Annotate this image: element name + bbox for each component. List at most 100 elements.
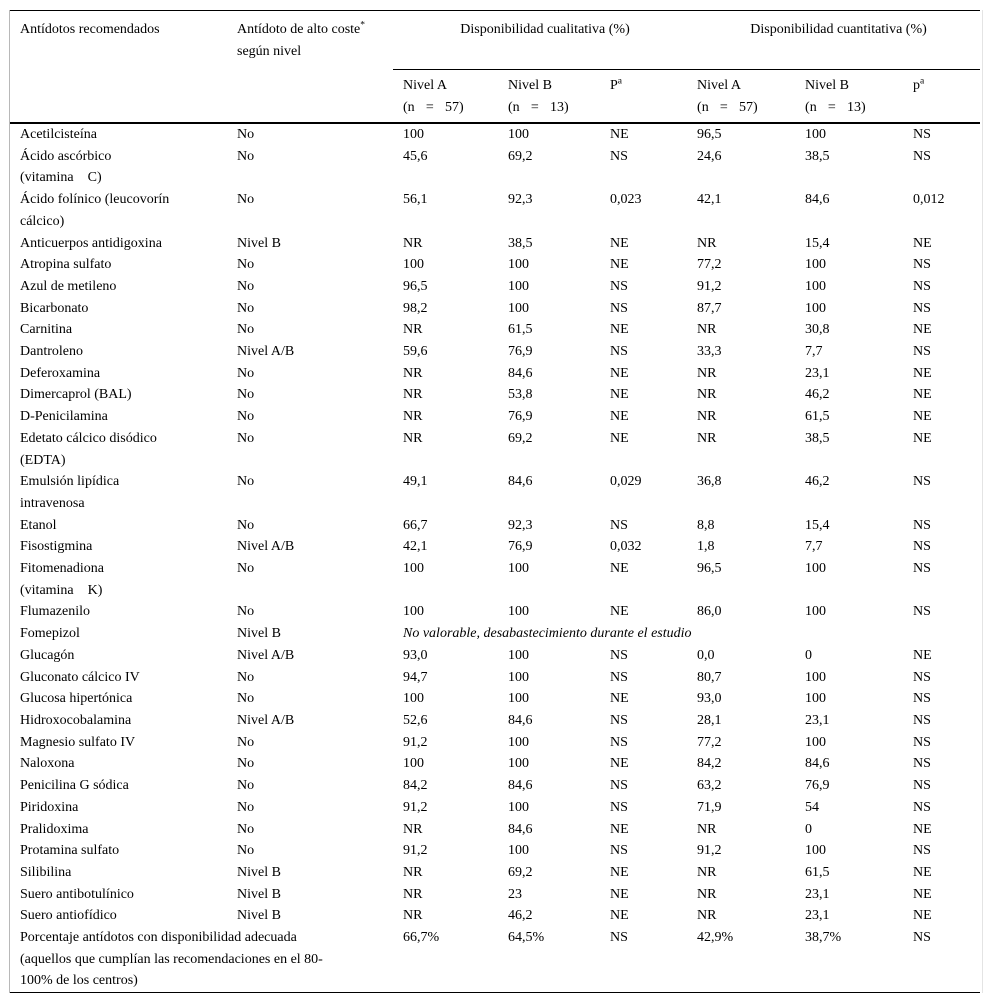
nivel-a-n: (n = 57) bbox=[697, 99, 758, 115]
high-cost-level-cell: No bbox=[237, 734, 255, 750]
value-cell: 93,0 bbox=[403, 647, 428, 663]
table-row: Carnitina No NR 61,5 NE NR 30,8 NE bbox=[10, 319, 980, 341]
value-cell: 56,1 bbox=[403, 192, 428, 208]
antidote-name: Porcentaje antídotos con disponibilidad … bbox=[20, 930, 323, 989]
value-cell: NR bbox=[403, 886, 423, 902]
value-cell: 53,8 bbox=[508, 387, 533, 403]
antidote-name-cell: Dimercaprol (BAL) bbox=[10, 384, 227, 406]
table-row: Anticuerpos antidigoxina Nivel B NR 38,5 NE N… bbox=[10, 233, 980, 255]
antidote-name: Fomepizol bbox=[20, 626, 80, 642]
antidote-name-cell: Naloxona bbox=[10, 753, 227, 775]
table-row: Piridoxina No 91,2 100 NS 71,9 54 NS bbox=[10, 797, 980, 819]
high-cost-level-cell: Nivel B bbox=[237, 626, 281, 642]
value-cell: NE bbox=[610, 430, 629, 446]
antidote-name: Dimercaprol (BAL) bbox=[20, 387, 132, 403]
value-cell: NE bbox=[913, 864, 932, 880]
value-cell: 100 bbox=[508, 561, 529, 577]
footnote-a-marker: a bbox=[920, 76, 925, 87]
table-row: Ácido folínico (leucovorín cálcico) No 56,… bbox=[10, 189, 980, 232]
nivel-a-label: Nivel A bbox=[403, 78, 447, 93]
antidote-name: D-Penicilamina bbox=[20, 409, 108, 425]
table-row: Hidroxocobalamina Nivel A/B 52,6 84,6 NS 28,1… bbox=[10, 710, 980, 732]
value-cell: NS bbox=[913, 539, 931, 555]
antidote-name-cell: Magnesio sulfato IV bbox=[10, 732, 227, 754]
antidote-name: Piridoxina bbox=[20, 799, 79, 815]
high-cost-level-cell: Nivel A/B bbox=[237, 539, 295, 555]
value-cell: NE bbox=[610, 691, 629, 707]
antidote-name-cell: Protamina sulfato bbox=[10, 840, 227, 862]
group-header-row: Antídotos recomendados Antídoto de alto … bbox=[10, 10, 981, 70]
value-cell: NS bbox=[913, 734, 931, 750]
value-cell: 100 bbox=[805, 278, 827, 294]
high-cost-level-cell: No bbox=[237, 387, 255, 403]
high-cost-level-cell: No bbox=[237, 474, 255, 490]
table-row: Emulsión lipídica intravenosa No 49,1 84,6 0… bbox=[10, 471, 980, 514]
antidote-name: Carnitina bbox=[20, 322, 73, 338]
value-cell: NS bbox=[913, 756, 931, 772]
value-cell: 7,7 bbox=[805, 539, 823, 555]
footnote-star-marker: * bbox=[360, 20, 366, 31]
antidote-name-cell: Hidroxocobalamina bbox=[10, 710, 227, 732]
table-row: Azul de metileno No 96,5 100 NS 91,2 100 NS bbox=[10, 276, 980, 298]
header-qualitative-group: Disponibilidad cualitativa (%) bbox=[393, 10, 688, 70]
value-cell: 100 bbox=[805, 127, 827, 142]
antidote-name: Edetato cálcico disódico (EDTA) bbox=[20, 430, 157, 468]
antidote-name-cell: Etanol bbox=[10, 515, 227, 537]
value-cell: 23 bbox=[508, 886, 522, 902]
antidote-name: Emulsión lipídica intravenosa bbox=[20, 474, 120, 511]
antidote-name-cell: Ácido ascórbico (vitamina C) bbox=[10, 146, 227, 189]
value-cell: NS bbox=[610, 778, 628, 794]
antidote-name: Penicilina G sódica bbox=[20, 778, 129, 794]
value-cell: 24,6 bbox=[697, 148, 722, 164]
value-cell: 96,5 bbox=[697, 127, 722, 142]
value-cell: 0,0 bbox=[697, 647, 715, 663]
high-cost-level-cell: No bbox=[237, 778, 255, 794]
high-cost-level-cell: Nivel A/B bbox=[237, 344, 295, 360]
value-cell: NS bbox=[610, 278, 628, 294]
table-row: Naloxona No 100 100 NE 84,2 84,6 NS bbox=[10, 753, 980, 775]
value-cell: 63,2 bbox=[697, 778, 722, 794]
value-cell: 38,5 bbox=[805, 148, 830, 164]
value-cell: 100 bbox=[805, 604, 827, 620]
high-cost-level-cell: No bbox=[237, 561, 255, 577]
antidote-name-cell: Glucosa hipertónica bbox=[10, 688, 227, 710]
value-cell: 69,2 bbox=[508, 864, 533, 880]
high-cost-level-cell: No bbox=[237, 148, 255, 164]
antidote-name-cell: Bicarbonato bbox=[10, 298, 227, 320]
value-cell: 42,1 bbox=[697, 192, 722, 208]
high-cost-level-cell: No bbox=[237, 691, 255, 707]
value-cell: 23,1 bbox=[805, 365, 830, 381]
value-cell: NS bbox=[913, 257, 931, 273]
value-cell: 66,7% bbox=[403, 930, 440, 946]
high-cost-level-cell: No bbox=[237, 821, 255, 837]
antidote-name-cell: Azul de metileno bbox=[10, 276, 227, 298]
value-cell: 69,2 bbox=[508, 430, 533, 446]
value-cell: 77,2 bbox=[697, 734, 722, 750]
high-cost-level-cell: Nivel B bbox=[237, 864, 281, 880]
value-cell: NR bbox=[403, 387, 423, 403]
value-cell: 100 bbox=[508, 127, 529, 142]
value-cell: NE bbox=[610, 561, 629, 577]
value-cell: 100 bbox=[508, 647, 529, 663]
antidote-name: Fisostigmina bbox=[20, 539, 93, 555]
antidote-name: Deferoxamina bbox=[20, 365, 101, 381]
note-cell: No valorable, desabastecimiento durante … bbox=[403, 626, 692, 642]
value-cell: NS bbox=[610, 930, 628, 946]
value-cell: 100 bbox=[403, 756, 424, 772]
antidote-name: Dantroleno bbox=[20, 344, 83, 360]
value-cell: NS bbox=[913, 344, 931, 360]
value-cell: NR bbox=[403, 235, 423, 251]
antidote-table: Antídotos recomendados Antídoto de alto … bbox=[10, 10, 981, 994]
table-row: Edetato cálcico disódico (EDTA) No NR 69,2 N… bbox=[10, 428, 980, 471]
value-cell: NR bbox=[697, 365, 717, 381]
value-cell: 76,9 bbox=[508, 539, 533, 555]
table-row: Dimercaprol (BAL) No NR 53,8 NE NR 46,2 NE bbox=[10, 384, 980, 406]
table-row: Flumazenilo No 100 100 NE 86,0 100 NS bbox=[10, 601, 980, 623]
table-row: Magnesio sulfato IV No 91,2 100 NS 77,2 100 NS bbox=[10, 732, 980, 754]
value-cell: 61,5 bbox=[508, 322, 533, 338]
header-high-cost-line1: Antídoto de alto coste bbox=[237, 22, 361, 37]
p-label: P bbox=[610, 78, 618, 93]
value-cell: 100 bbox=[508, 604, 529, 620]
value-cell: NE bbox=[610, 387, 629, 403]
table-row: D-Penicilamina No NR 76,9 NE NR 61,5 NE bbox=[10, 406, 980, 428]
